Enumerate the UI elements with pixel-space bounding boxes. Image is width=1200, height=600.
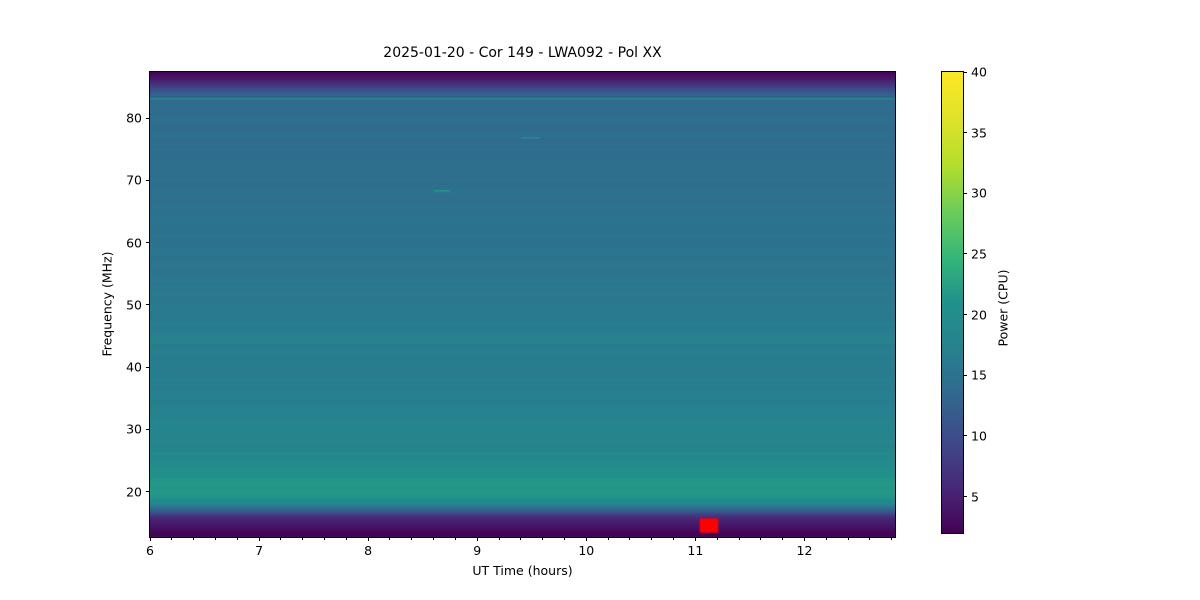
colorbar-tick-mark <box>963 314 967 316</box>
colorbar-tick-label: 10 <box>971 428 987 444</box>
x-minor-tick-mark <box>673 537 675 540</box>
x-minor-tick-mark <box>520 537 522 540</box>
x-minor-tick-mark <box>454 537 456 540</box>
x-tick-label: 6 <box>146 543 154 558</box>
colorbar-tick-label: 35 <box>971 125 987 141</box>
x-minor-tick-mark <box>891 537 893 540</box>
spectrogram-heatmap <box>150 72 895 537</box>
x-tick-label: 10 <box>578 543 595 558</box>
x-minor-tick-mark <box>738 537 740 540</box>
x-minor-tick-mark <box>760 537 762 540</box>
x-tick-label: 8 <box>364 543 373 558</box>
x-minor-tick-mark <box>563 537 565 540</box>
x-tick-mark <box>367 537 369 541</box>
y-tick-mark <box>146 428 150 430</box>
colorbar-tick-mark <box>963 71 967 73</box>
x-tick-mark <box>585 537 587 541</box>
colorbar-tick-mark <box>963 132 967 134</box>
x-tick-label: 12 <box>796 543 813 558</box>
x-tick-label: 9 <box>473 543 482 558</box>
x-minor-tick-mark <box>345 537 347 540</box>
y-tick-label: 70 <box>126 172 142 188</box>
x-minor-tick-mark <box>651 537 653 540</box>
x-minor-tick-mark <box>869 537 871 540</box>
y-tick-mark <box>146 491 150 493</box>
x-minor-tick-mark <box>433 537 435 540</box>
x-axis-label: UT Time (hours) <box>472 563 573 578</box>
y-tick-mark <box>146 117 150 119</box>
colorbar-tick-label: 30 <box>971 185 987 201</box>
x-minor-tick-mark <box>324 537 326 540</box>
colorbar-label: Power (CPU) <box>995 269 1011 347</box>
y-tick-label: 50 <box>126 297 142 313</box>
x-tick-mark <box>476 537 478 541</box>
x-minor-tick-mark <box>847 537 849 540</box>
x-minor-tick-mark <box>782 537 784 540</box>
x-tick-mark <box>258 537 260 541</box>
x-minor-tick-mark <box>716 537 718 540</box>
x-minor-tick-mark <box>214 537 216 540</box>
y-tick-label: 60 <box>126 235 142 251</box>
y-tick-label: 20 <box>126 484 142 500</box>
colorbar-tick-label: 40 <box>971 64 987 80</box>
colorbar-tick-label: 15 <box>971 367 987 383</box>
colorbar-tick-label: 5 <box>971 489 979 505</box>
colorbar-tick-label: 25 <box>971 246 987 262</box>
x-minor-tick-mark <box>629 537 631 540</box>
x-minor-tick-mark <box>607 537 609 540</box>
colorbar-gradient <box>942 72 963 533</box>
colorbar-tick-label: 20 <box>971 307 987 323</box>
x-minor-tick-mark <box>411 537 413 540</box>
x-tick-mark <box>149 537 151 541</box>
x-minor-tick-mark <box>236 537 238 540</box>
x-minor-tick-mark <box>389 537 391 540</box>
y-tick-label: 80 <box>126 110 142 126</box>
x-tick-label: 7 <box>255 543 264 558</box>
colorbar-tick-mark <box>963 374 967 376</box>
x-minor-tick-mark <box>280 537 282 540</box>
colorbar-tick-mark <box>963 435 967 437</box>
x-minor-tick-mark <box>542 537 544 540</box>
colorbar-tick-mark <box>963 253 967 255</box>
x-tick-mark <box>803 537 805 541</box>
x-minor-tick-mark <box>193 537 195 540</box>
x-tick-label: 11 <box>687 543 704 558</box>
x-minor-tick-mark <box>302 537 304 540</box>
y-tick-label: 40 <box>126 359 142 375</box>
colorbar-tick-mark <box>963 192 967 194</box>
plot-title: 2025-01-20 - Cor 149 - LWA092 - Pol XX <box>383 45 662 61</box>
y-tick-label: 30 <box>126 421 142 437</box>
y-tick-mark <box>146 242 150 244</box>
x-minor-tick-mark <box>825 537 827 540</box>
x-minor-tick-mark <box>171 537 173 540</box>
colorbar-tick-mark <box>963 496 967 498</box>
y-tick-mark <box>146 304 150 306</box>
x-minor-tick-mark <box>498 537 500 540</box>
x-tick-mark <box>694 537 696 541</box>
y-tick-mark <box>146 179 150 181</box>
y-tick-mark <box>146 366 150 368</box>
